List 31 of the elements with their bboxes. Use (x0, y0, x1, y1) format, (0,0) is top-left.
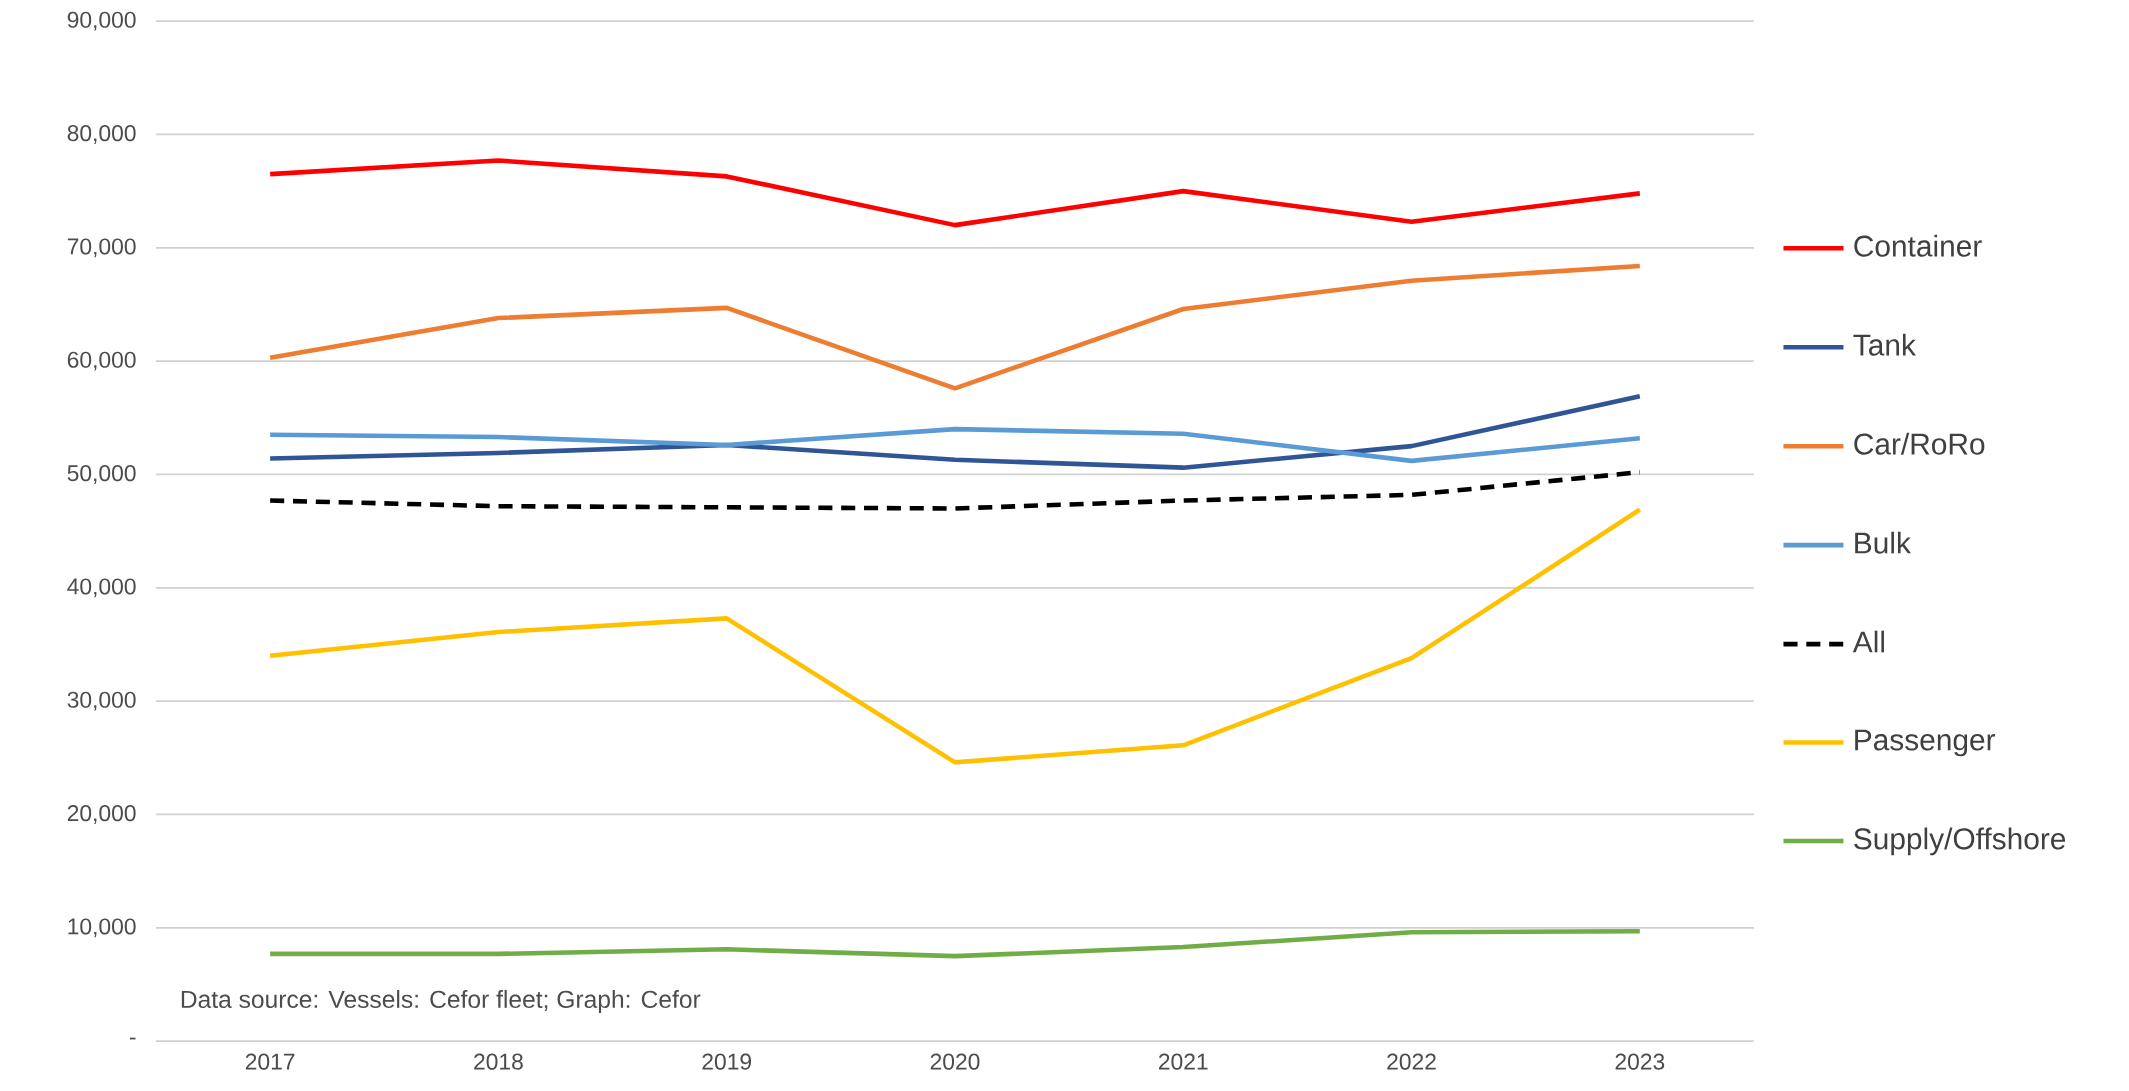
line-series (267, 393, 1643, 470)
x-tick-label: 2020 (930, 1053, 980, 1070)
line-series (267, 426, 1643, 464)
line-series (267, 928, 1643, 959)
legend-label: Passenger (1855, 729, 1996, 757)
x-tick-label: 2021 (1159, 1053, 1208, 1070)
y-tick-label: 60,000 (67, 351, 136, 371)
x-tick-label: 2023 (1615, 1053, 1665, 1070)
y-tick-label: 40,000 (67, 578, 136, 598)
y-tick-label: 50,000 (67, 464, 136, 484)
legend-label: Container (1854, 234, 1982, 257)
legend-label: All (1852, 630, 1884, 653)
y-tick-label: - (129, 1037, 136, 1040)
y-tick-label: 20,000 (67, 804, 136, 824)
legend-label: Car/RoRo (1854, 432, 1985, 455)
y-tick-label: 10,000 (68, 918, 136, 938)
x-tick-label: 2017 (245, 1053, 295, 1070)
y-tick-label: 90,000 (67, 11, 136, 31)
legend-label: Tank (1853, 333, 1916, 356)
x-tick-label: 2019 (702, 1053, 752, 1070)
y-tick-label: 80,000 (67, 124, 136, 144)
line-series (267, 263, 1643, 391)
legend-label: Supply/Offshore (1854, 827, 2066, 856)
line-series (267, 158, 1643, 228)
x-tick-label: 2022 (1387, 1053, 1436, 1070)
line-series (267, 507, 1643, 765)
y-tick-label: 30,000 (67, 691, 136, 711)
annotation: Data source: Vessels: Cefor fleet; Graph: Cefor (181, 989, 701, 1013)
x-tick-label: 2018 (474, 1053, 523, 1070)
y-tick-label: 70,000 (67, 238, 136, 258)
legend-label: Bulk (1855, 531, 1911, 554)
